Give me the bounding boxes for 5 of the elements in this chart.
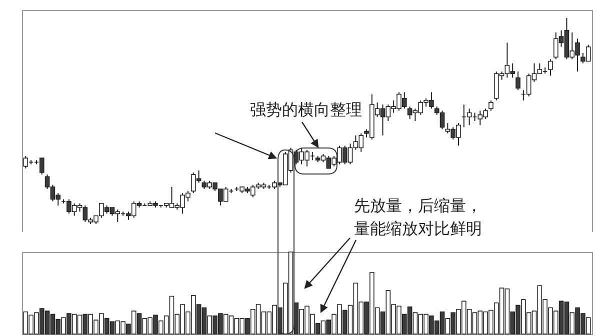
annotation: 强势的横向整理 bbox=[250, 99, 363, 121]
candlestick bbox=[488, 100, 494, 112]
annotation: 先放量，后缩量，量能缩放对比鲜明 bbox=[354, 195, 483, 240]
candlestick bbox=[516, 71, 520, 91]
candlestick bbox=[548, 58, 553, 76]
